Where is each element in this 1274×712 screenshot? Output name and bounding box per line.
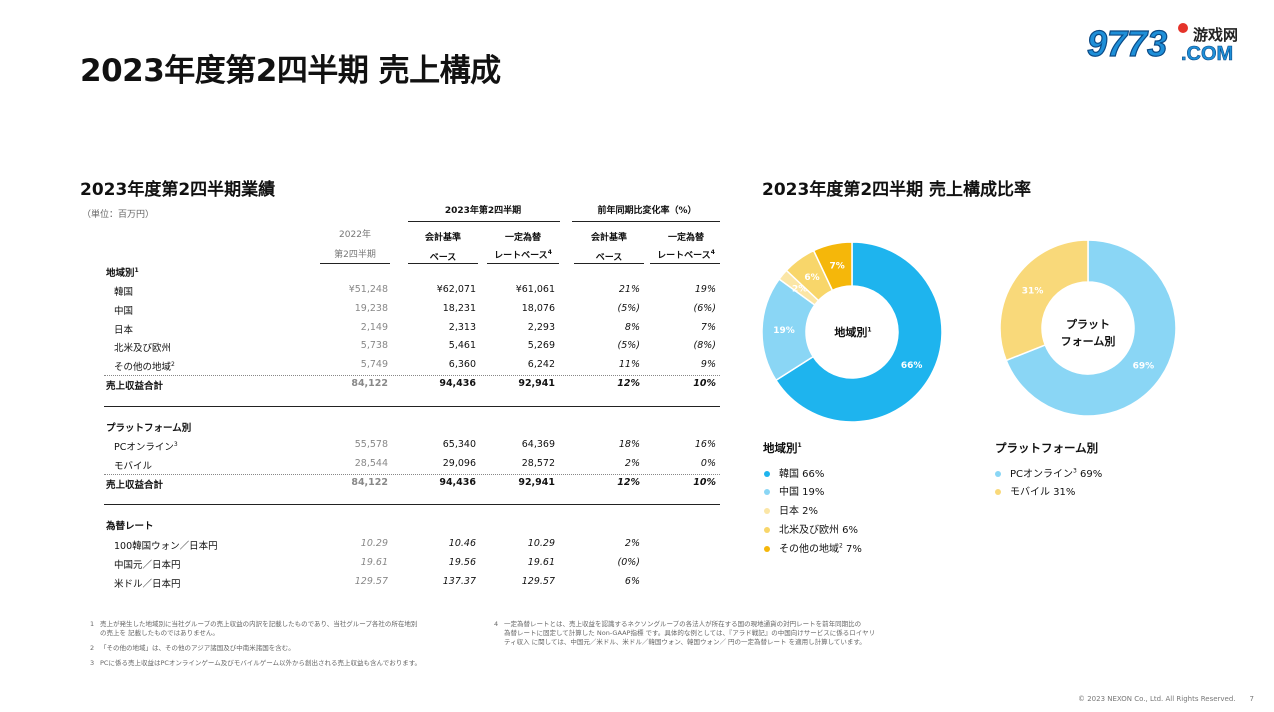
site-logo: 9773 游戏网 .COM <box>1086 22 1238 64</box>
legend-swatch <box>764 508 770 514</box>
table-row: 100韓国ウォン／日本円 10.29 10.46 10.29 2% <box>114 538 640 552</box>
footnote-1: 1 売上が発生した地域別に当社グループの売上収益の内訳を記載したものであり、当社… <box>90 620 418 637</box>
table-row: 日本 2,149 2,313 2,293 8% 7% <box>114 322 716 336</box>
region-data-label-2: 2% <box>792 285 807 295</box>
svg-text:9773: 9773 <box>1087 23 1167 64</box>
footnote-3: 3 PCに係る売上収益はPCオンラインゲーム及びモバイルゲーム以外から創出される… <box>90 659 422 667</box>
platform-data-label-1: 31% <box>1022 286 1044 296</box>
legend-swatch <box>995 471 1001 477</box>
legend-swatch <box>764 471 770 477</box>
legend-item: 韓国 66% <box>764 465 824 480</box>
region-slice-4 <box>812 241 853 292</box>
group-label-fx: 為替レート <box>106 521 154 532</box>
region-donut-chart: 66% 19% 2% 6% 7% <box>761 241 943 423</box>
platform-donut-chart: 69% 31% <box>999 239 1177 417</box>
col-header-prev-year: 2022年 <box>339 230 371 240</box>
footnote-2: 2 「その他の地域」は、その他のアジア諸国及び中南米諸国を含む。 <box>90 644 295 652</box>
col-header-rule <box>487 263 559 264</box>
table-row-total: 売上収益合計 84,122 94,436 92,941 12% 10% <box>106 378 716 392</box>
table-row: 韓国 ¥51,248 ¥62,071 ¥61,061 21% 19% <box>114 284 716 298</box>
header-group-rule <box>408 221 560 222</box>
region-data-label-4: 7% <box>830 262 845 272</box>
col-header-change-fx: 一定為替 <box>667 233 704 243</box>
platform-donut-center-label: プラット フォーム別 <box>1060 318 1116 348</box>
dotted-rule <box>104 474 720 475</box>
section-divider <box>104 406 720 407</box>
table-row: 北米及び欧州 5,738 5,461 5,269 (5%) (8%) <box>114 340 716 354</box>
col-header-rule <box>650 263 720 264</box>
table-row: PCオンライン3 55,578 65,340 64,369 18% 16% <box>114 439 716 453</box>
table-row: 中国元／日本円 19.61 19.56 19.61 (0%) <box>114 557 640 571</box>
legend-title-platform: プラットフォーム別 <box>995 441 1099 455</box>
header-group-rule <box>572 221 720 222</box>
group-label-region: 地域別1 <box>106 266 139 279</box>
legend-item: その他の地域2 7% <box>764 540 862 555</box>
col-header-rule <box>408 263 478 264</box>
legend-item: 日本 2% <box>764 502 818 517</box>
page-title: 2023年度第2四半期 売上構成 <box>80 53 501 89</box>
table-row: モバイル 28,544 29,096 28,572 2% 0% <box>114 458 716 472</box>
section-divider <box>104 504 720 505</box>
dotted-rule <box>104 375 720 376</box>
region-donut-center-label: 地域別1 <box>834 326 872 339</box>
header-group-change: 前年同期比変化率（%） <box>597 206 697 216</box>
col-header-change-fx-base: レートベース4 <box>657 249 715 261</box>
col-header-constant-fx-base: レートベース4 <box>494 249 552 261</box>
legend-swatch <box>764 546 770 552</box>
col-header-change-accounting: 会計基準 <box>590 233 627 243</box>
table-row-total: 売上収益合計 84,122 94,436 92,941 12% 10% <box>106 477 716 491</box>
legend-item: 北米及び欧州 6% <box>764 521 858 536</box>
copyright: © 2023 NEXON Co., Ltd. All Rights Reserv… <box>1078 695 1254 703</box>
col-header-rule <box>574 263 644 264</box>
platform-slice-0 <box>1005 239 1177 417</box>
header-group-current: 2023年第2四半期 <box>444 206 522 216</box>
table-title: 2023年度第2四半期業績 <box>80 180 276 200</box>
chart-section-title: 2023年度第2四半期 売上構成比率 <box>762 180 1032 200</box>
region-slice-0 <box>774 241 943 423</box>
col-header-prev-quarter: 第2四半期 <box>334 250 376 260</box>
svg-text:.COM: .COM <box>1181 43 1233 64</box>
platform-slice-1 <box>999 239 1089 362</box>
region-data-label-3: 6% <box>804 273 819 283</box>
region-data-label-1: 19% <box>773 326 795 336</box>
col-header-accounting-base: ベース <box>429 253 457 263</box>
legend-item: 中国 19% <box>764 483 824 498</box>
group-label-platform: プラットフォーム別 <box>106 423 192 434</box>
svg-text:游戏网: 游戏网 <box>1193 26 1238 44</box>
legend-item: PCオンライン3 69% <box>995 465 1102 480</box>
legend-swatch <box>995 489 1001 495</box>
footnote-4: 4 一定為替レートとは、売上収益を認識するネクソングループの各法人が所在する国の… <box>494 620 876 646</box>
unit-label: （単位：百万円） <box>82 210 155 220</box>
region-data-label-0: 66% <box>901 361 923 371</box>
table-row: 米ドル／日本円 129.57 137.37 129.57 6% <box>114 576 640 590</box>
col-header-change-accounting-base: ベース <box>595 253 623 263</box>
legend-item: モバイル 31% <box>995 483 1075 498</box>
col-header-constant-fx: 一定為替 <box>504 233 541 243</box>
platform-data-label-0: 69% <box>1133 362 1155 372</box>
table-row: その他の地域2 5,749 6,360 6,242 11% 9% <box>114 359 716 373</box>
legend-swatch <box>764 527 770 533</box>
page-number: 7 <box>1249 695 1254 703</box>
legend-swatch <box>764 489 770 495</box>
col-header-accounting: 会計基準 <box>424 233 461 243</box>
table-row: 中国 19,238 18,231 18,076 (5%) (6%) <box>114 303 716 317</box>
col-header-rule <box>320 263 390 264</box>
legend-title-region: 地域別1 <box>763 441 802 455</box>
